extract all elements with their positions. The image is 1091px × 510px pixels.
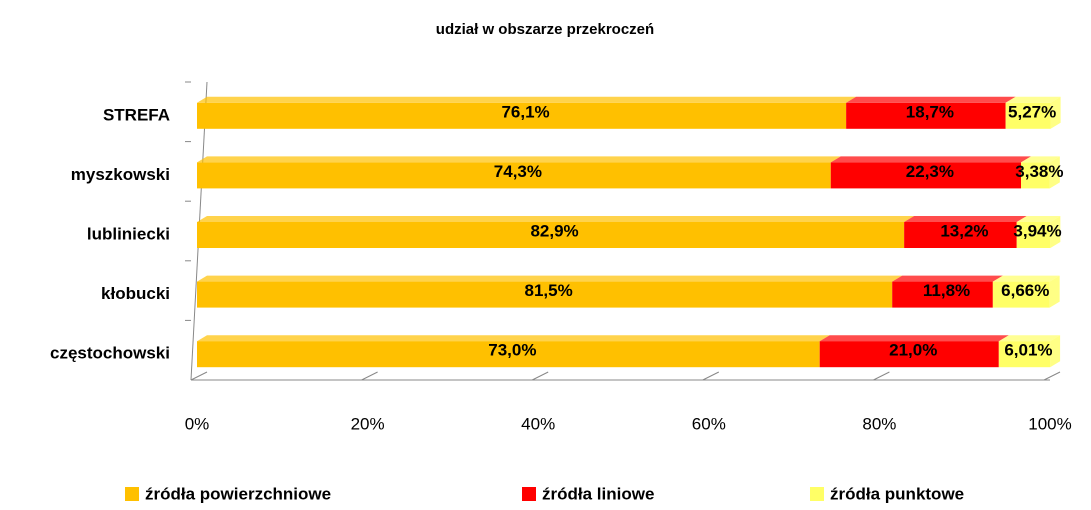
bar-top <box>819 335 1009 342</box>
bar <box>892 281 993 308</box>
bar <box>197 341 820 368</box>
bar <box>197 102 847 129</box>
bar-top <box>1016 216 1061 222</box>
data-label: 3,94% <box>1013 221 1061 240</box>
data-label: 13,2% <box>940 221 988 240</box>
bar-top <box>1020 156 1060 163</box>
bar <box>197 222 905 248</box>
x-tick-label: 20% <box>351 414 385 433</box>
bar-end <box>1049 275 1060 308</box>
y-tick-label: myszkowski <box>71 165 170 184</box>
data-label: 6,66% <box>1001 281 1049 300</box>
bar-end <box>1050 335 1061 368</box>
grid-line <box>1043 371 1061 381</box>
bar-top <box>998 335 1061 342</box>
y-tick-label: STREFA <box>103 105 170 124</box>
data-label: 6,01% <box>1004 341 1052 360</box>
legend-label: źródła liniowe <box>542 484 654 503</box>
data-label: 18,7% <box>906 102 954 121</box>
bar <box>1020 162 1050 189</box>
legend-label: źródła punktowe <box>830 484 964 503</box>
data-label: 22,3% <box>906 162 954 181</box>
bar-end <box>1049 156 1060 189</box>
bar-top <box>197 275 903 282</box>
chart-title: udział w obszarze przekroczeń <box>436 21 654 38</box>
bar-top <box>904 216 1027 222</box>
bar-top <box>197 216 915 222</box>
bar <box>998 341 1051 368</box>
x-tick-label: 100% <box>1028 414 1071 433</box>
y-tick-label: kłobucki <box>101 284 170 303</box>
bar-top <box>197 335 830 342</box>
bar <box>904 222 1017 248</box>
y-tick-label: lubliniecki <box>87 224 170 243</box>
bar <box>830 162 1021 189</box>
x-tick-label: 0% <box>185 414 210 433</box>
data-label: 73,0% <box>488 341 536 360</box>
legend-swatch <box>125 487 139 501</box>
grid-line <box>873 371 890 381</box>
data-label: 82,9% <box>530 221 578 240</box>
bar <box>1016 222 1051 248</box>
x-tick-label: 60% <box>692 414 726 433</box>
bar-top <box>197 96 857 103</box>
data-label: 21,0% <box>889 341 937 360</box>
x-tick-label: 40% <box>521 414 555 433</box>
bar-top <box>830 156 1031 163</box>
data-label: 5,27% <box>1008 102 1056 121</box>
data-label: 76,1% <box>501 102 549 121</box>
legend-swatch <box>810 487 824 501</box>
legend-label: źródła powierzchniowe <box>145 484 331 503</box>
bar-top <box>197 156 841 163</box>
data-label: 11,8% <box>923 281 970 300</box>
bar-top <box>846 96 1016 103</box>
bar-end <box>1050 96 1061 129</box>
data-label: 74,3% <box>494 162 542 181</box>
grid-line <box>702 371 720 381</box>
grid-line <box>190 371 208 381</box>
bar <box>197 162 831 189</box>
data-label: 81,5% <box>524 281 572 300</box>
bar <box>992 281 1050 308</box>
bar-top <box>992 275 1060 282</box>
grid-line <box>361 371 378 381</box>
bar <box>846 102 1006 129</box>
bar <box>1005 102 1051 129</box>
bar-top <box>892 275 1003 282</box>
y-tick-label: częstochowski <box>50 344 170 363</box>
legend-swatch <box>522 487 536 501</box>
bar <box>819 341 999 368</box>
x-tick-label: 80% <box>862 414 896 433</box>
data-label: 3,38% <box>1015 162 1063 181</box>
bar-end <box>1050 216 1061 248</box>
grid-line <box>531 371 549 381</box>
bar <box>197 281 893 308</box>
bar-top <box>1005 96 1061 103</box>
